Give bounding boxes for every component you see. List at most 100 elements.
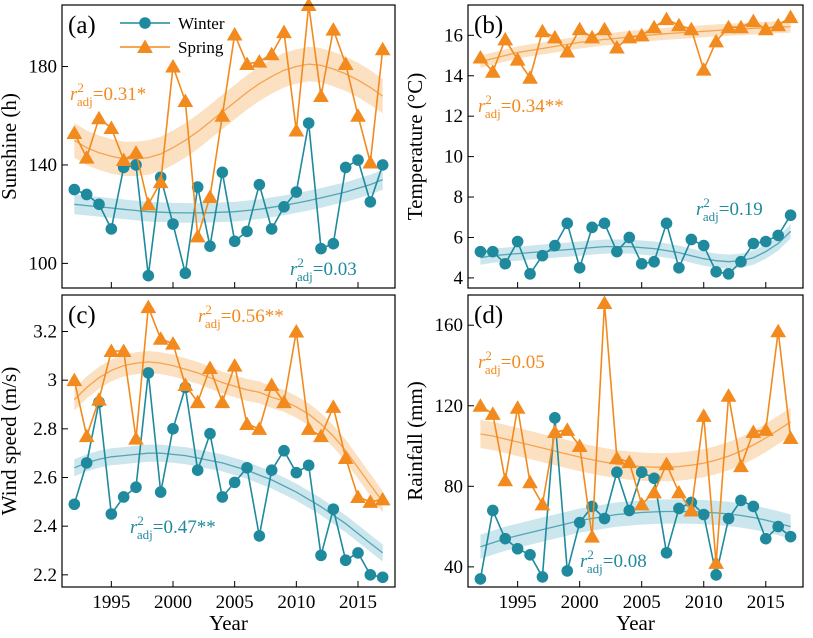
spring-point [202,360,218,374]
spring-point [745,424,762,438]
winter-point [167,218,179,230]
spring-point [559,43,576,58]
x-axis-label: Year [209,611,248,635]
winter-point [524,268,536,280]
winter-point [747,237,760,250]
winter-point [598,217,611,230]
winter-point [586,221,598,234]
spring-point [374,491,391,506]
winter-point [191,181,204,193]
winter-point [611,245,623,258]
winter-r2-annotation: r2 adj=0.19 [696,195,763,224]
winter-point [80,457,93,469]
spring-point [708,555,725,569]
spring-point [263,377,280,392]
winter-r2-annotation: r2 adj=0.03 [290,255,357,284]
annotation-part: adj [587,561,603,576]
winter-point [265,464,278,477]
spring-confidence-band [74,46,383,176]
spring-point [165,59,181,73]
winter-point [352,547,364,559]
winter-point [487,504,499,517]
winter-point [167,423,179,435]
spring-r2-annotation: r2 adj=0.34** [478,92,564,121]
spring-point [226,27,243,41]
spring-point [522,70,538,84]
y-tick-label: 14 [444,66,464,87]
legend-spring-label: Spring [178,38,224,57]
spring-point [671,17,687,32]
spring-confidence-band [480,20,791,68]
spring-point [546,424,563,438]
annotation-part: =0.31* [93,84,146,105]
spring-point [91,392,107,406]
annotation-part: =0.08 [603,551,647,572]
winter-point [735,494,747,507]
spring-point [140,299,157,314]
spring-point [596,21,613,36]
winter-point [93,198,105,211]
spring-point [609,39,625,54]
y-tick-label: 160 [435,315,464,336]
winter-point [549,239,561,252]
annotation-part: r [70,84,78,105]
winter-point [339,554,352,567]
spring-point [152,174,169,189]
winter-point [228,235,241,248]
x-tick-label: 2010 [277,592,315,613]
spring-point [374,41,391,56]
y-tick-label: 8 [454,187,464,208]
spring-point [695,62,712,76]
winter-point [154,486,167,498]
y-tick-label: 2.2 [33,565,57,586]
winter-point [241,225,253,238]
spring-point [66,125,83,139]
winter-point [339,161,352,174]
spring-point [362,494,379,508]
spring-point [288,324,305,338]
spring-point [683,21,700,36]
spring-point [337,56,354,71]
spring-point [695,408,712,422]
winter-point [364,196,377,208]
spring-point [66,372,83,387]
winter-point [722,268,735,280]
spring-point [559,422,576,436]
winter-point [179,267,192,280]
spring-point [337,450,354,465]
annotation-part: 2 [137,513,144,528]
winter-point [648,255,660,268]
winter-point [474,245,487,258]
annotation-part: 2 [297,255,304,270]
spring-point [671,484,687,499]
annotation-part: =0.19 [719,199,763,220]
winter-point [315,242,327,255]
spring-r2-annotation: r2 adj=0.05 [478,348,545,377]
winter-point [561,217,574,230]
winter-point [499,257,512,270]
winter-point [697,508,710,521]
spring-point [708,33,725,48]
spring-r2-annotation: r2 adj=0.31* [70,80,146,109]
x-tick-label: 2015 [747,592,785,613]
spring-point [658,456,675,471]
spring-point [596,295,613,310]
winter-point [635,466,648,479]
winter-point [142,367,155,379]
spring-point [757,422,774,436]
spring-point [609,450,625,465]
spring-point [115,152,132,167]
y-tick-label: 4 [454,268,464,289]
winter-point [635,257,648,270]
x-tick-label: 2000 [154,592,192,613]
winter-point [573,516,586,529]
spring-point [497,472,514,487]
annotation-part: r [290,259,298,280]
winter-point [586,500,598,513]
winter-point [474,573,487,585]
spring-point [165,336,181,350]
annotation-part: 2 [205,302,212,317]
spring-point [325,399,342,413]
winter-point [302,117,315,129]
